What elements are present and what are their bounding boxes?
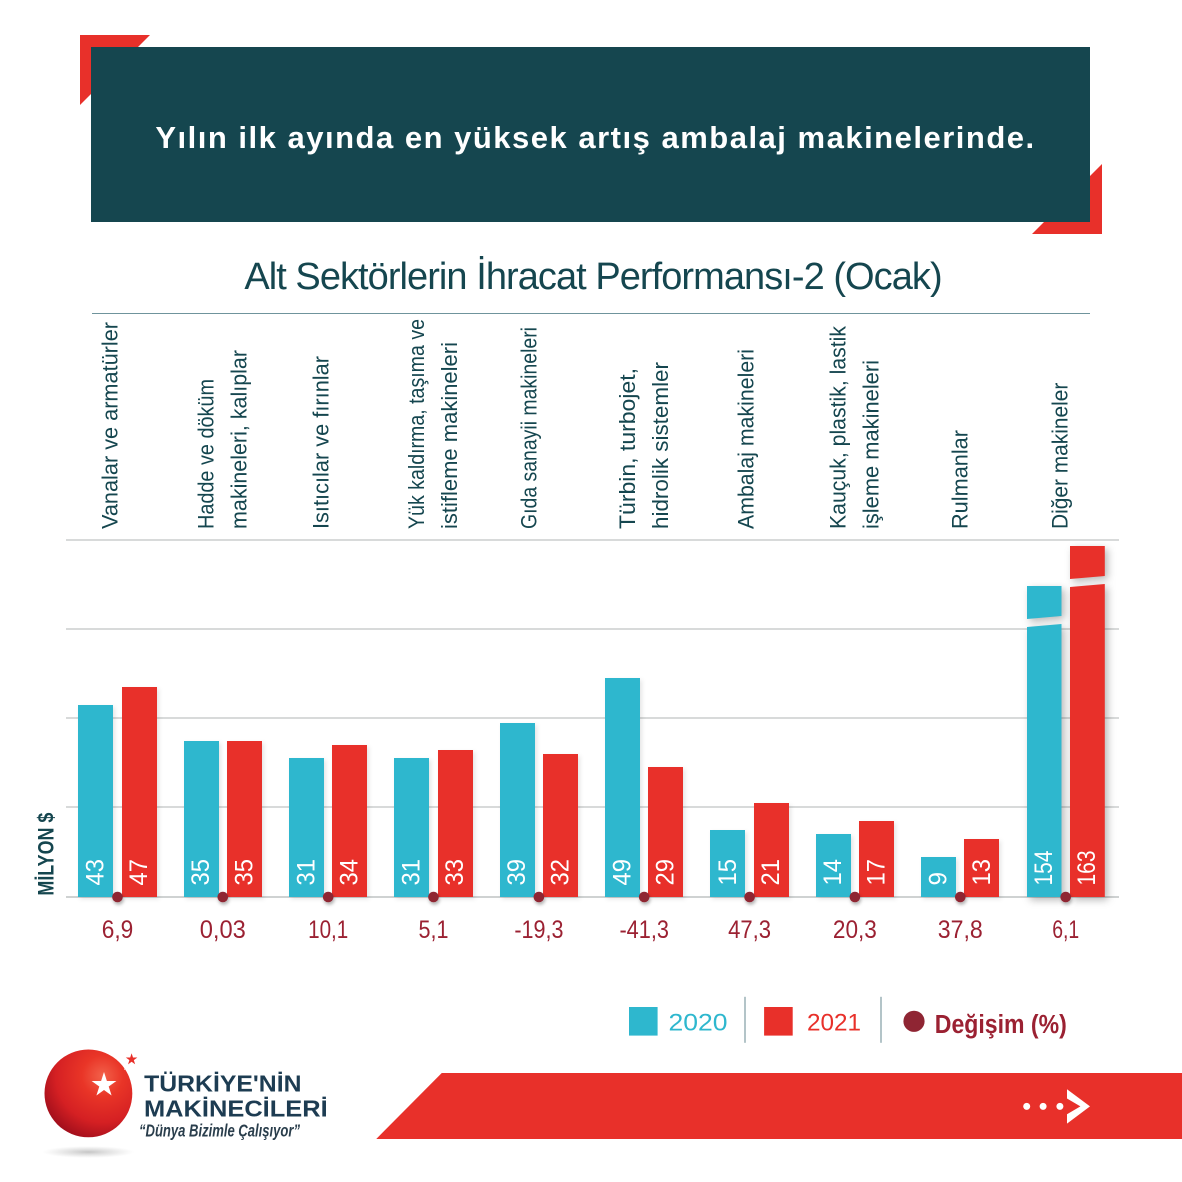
svg-text:21: 21 — [757, 859, 785, 886]
svg-text:işleme makineleri: işleme makineleri — [858, 360, 883, 529]
svg-text:14: 14 — [819, 859, 847, 886]
svg-text:Türbin, turbojet,: Türbin, turbojet, — [615, 368, 640, 529]
svg-text:Kauçuk, plastik, lastik: Kauçuk, plastik, lastik — [825, 325, 850, 529]
svg-text:20,3: 20,3 — [833, 916, 877, 944]
svg-text:istifleme makineleri: istifleme makineleri — [437, 342, 462, 529]
svg-text:Yük kaldırma, taşıma ve: Yük kaldırma, taşıma ve — [404, 319, 429, 529]
svg-text:Ambalaj makineleri: Ambalaj makineleri — [734, 349, 759, 529]
svg-text:39: 39 — [503, 859, 531, 886]
svg-text:TÜRKİYE'NİN: TÜRKİYE'NİN — [144, 1070, 301, 1096]
svg-text:49: 49 — [608, 859, 636, 886]
svg-text:37,8: 37,8 — [938, 916, 983, 944]
svg-text:154: 154 — [1030, 850, 1058, 885]
svg-text:Diğer makineler: Diğer makineler — [1048, 383, 1073, 529]
svg-text:-41,3: -41,3 — [619, 916, 669, 944]
svg-text:2020: 2020 — [669, 1010, 728, 1036]
svg-text:Isıtıcılar ve fırınlar: Isıtıcılar ve fırınlar — [309, 356, 334, 529]
svg-text:0,03: 0,03 — [200, 916, 246, 944]
svg-text:6,9: 6,9 — [102, 916, 134, 944]
svg-text:34: 34 — [336, 859, 364, 886]
svg-text:31: 31 — [292, 859, 320, 886]
svg-text:“Dünya Bizimle Çalışıyor”: “Dünya Bizimle Çalışıyor” — [139, 1121, 300, 1141]
svg-text:MAKİNECİLERİ: MAKİNECİLERİ — [144, 1095, 328, 1121]
svg-text:hidrolik sistemler: hidrolik sistemler — [648, 362, 673, 529]
svg-text:makineleri, kalıplar: makineleri, kalıplar — [226, 350, 251, 529]
svg-text:9: 9 — [925, 872, 953, 886]
svg-text:Vanalar ve armatürler: Vanalar ve armatürler — [98, 322, 123, 529]
svg-text:MİLYON $: MİLYON $ — [33, 813, 58, 896]
svg-text:47,3: 47,3 — [728, 916, 771, 944]
svg-text:2021: 2021 — [807, 1010, 861, 1036]
svg-text:5,1: 5,1 — [419, 916, 449, 944]
svg-text:6,1: 6,1 — [1052, 916, 1079, 944]
svg-text:31: 31 — [398, 859, 426, 886]
svg-text:-19,3: -19,3 — [514, 916, 563, 944]
svg-text:163: 163 — [1073, 851, 1101, 886]
svg-text:35: 35 — [230, 859, 258, 886]
svg-text:13: 13 — [968, 859, 996, 886]
svg-text:10,1: 10,1 — [308, 916, 348, 944]
svg-text:29: 29 — [652, 859, 680, 886]
svg-text:17: 17 — [862, 859, 890, 886]
svg-text:Hadde ve döküm: Hadde ve döküm — [193, 379, 218, 529]
svg-text:15: 15 — [714, 859, 742, 886]
svg-text:43: 43 — [82, 859, 110, 886]
svg-text:32: 32 — [546, 859, 574, 886]
svg-text:Rulmanlar: Rulmanlar — [947, 430, 972, 529]
svg-text:33: 33 — [441, 859, 469, 886]
svg-text:Gıda sanayii makineleri: Gıda sanayii makineleri — [516, 327, 541, 529]
svg-text:Değişim (%): Değişim (%) — [935, 1011, 1067, 1039]
svg-text:35: 35 — [187, 859, 215, 886]
svg-text:47: 47 — [125, 859, 153, 886]
